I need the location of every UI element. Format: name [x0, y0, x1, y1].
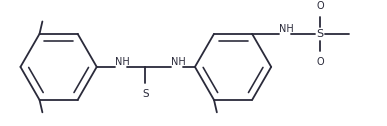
Text: S: S	[316, 29, 324, 39]
Text: O: O	[316, 1, 324, 11]
Text: S: S	[142, 89, 149, 99]
Text: O: O	[316, 57, 324, 67]
Text: NH: NH	[115, 57, 129, 67]
Text: NH: NH	[279, 24, 293, 34]
Text: NH: NH	[171, 57, 186, 67]
